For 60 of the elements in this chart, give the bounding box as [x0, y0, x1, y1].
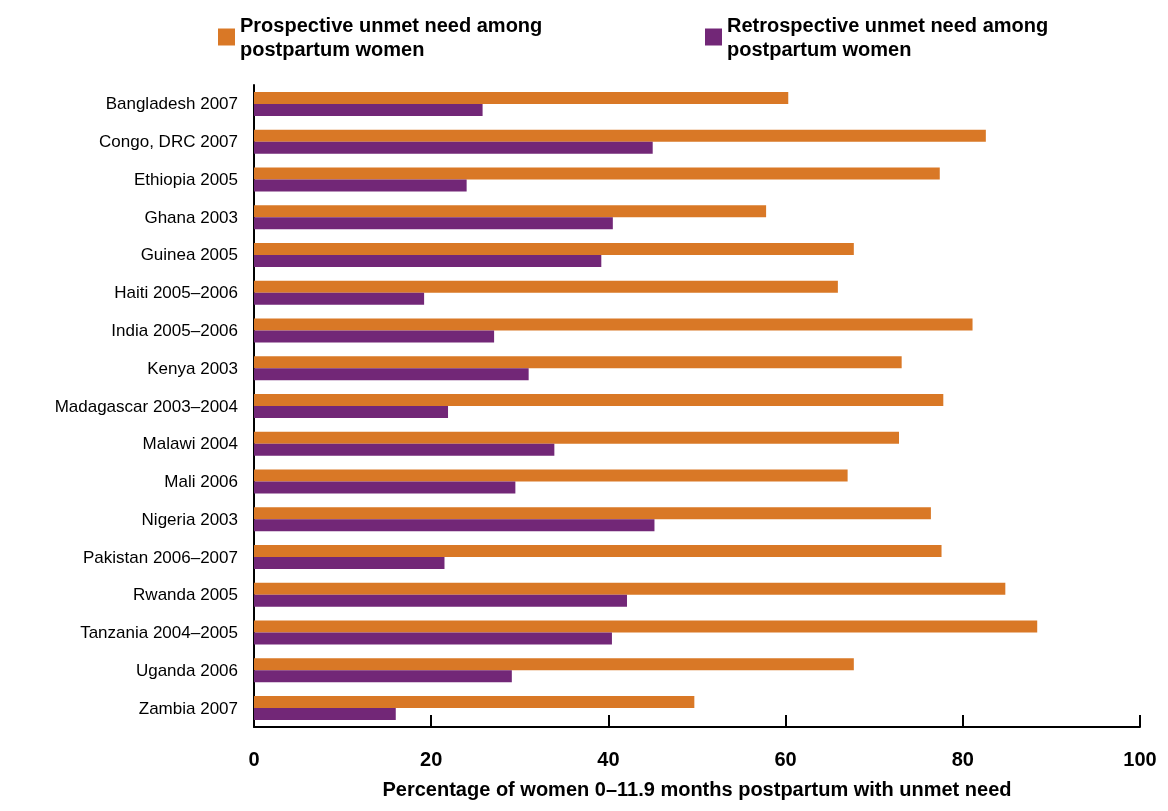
bar [254, 469, 848, 482]
x-tick-label: 100 [1123, 748, 1157, 770]
y-tick-label: Guinea 2005 [140, 245, 238, 265]
bar [254, 431, 900, 444]
legend-label: Retrospective unmet need among postpartum women [727, 14, 1054, 60]
bar [254, 318, 973, 331]
bar [254, 141, 653, 154]
bar [254, 620, 1038, 633]
x-axis-title: Percentage of women 0–11.9 months postpartum with unmet need [382, 778, 1012, 800]
y-tick-label: Tanzania 2004–2005 [80, 623, 238, 643]
bar [254, 658, 854, 671]
x-tick-label: 40 [597, 748, 620, 770]
bar [254, 368, 529, 381]
bar [254, 280, 838, 293]
bar [254, 254, 602, 267]
y-tick-label: Malawi 2004 [142, 434, 238, 454]
y-tick-label: Bangladesh 2007 [105, 94, 238, 114]
y-tick-label: Rwanda 2005 [133, 585, 238, 605]
y-tick-label: Nigeria 2003 [141, 509, 238, 529]
x-tick-label: 0 [248, 748, 260, 770]
x-tick-label: 20 [420, 748, 443, 770]
bar [254, 242, 854, 255]
y-tick-label: Pakistan 2006–2007 [82, 547, 238, 567]
bar [254, 443, 555, 456]
bar [254, 507, 931, 520]
bar [254, 129, 986, 142]
x-tick-label: 80 [951, 748, 974, 770]
y-tick-label: Haiti 2005–2006 [114, 283, 238, 303]
bar [254, 167, 940, 180]
bar [254, 557, 445, 570]
y-tick-label: Ethiopia 2005 [134, 169, 238, 189]
bar [254, 632, 612, 645]
x-tick-label: 60 [774, 748, 797, 770]
bar [254, 103, 483, 116]
y-tick-label: Zambia 2007 [138, 698, 238, 718]
y-tick-label: Madagascar 2003–2004 [54, 396, 238, 416]
bar [254, 179, 467, 192]
bar [254, 330, 495, 343]
bar [254, 519, 655, 532]
bar [254, 205, 767, 218]
y-tick-label: Uganda 2006 [135, 660, 238, 680]
y-tick-label: Congo, DRC 2007 [99, 132, 238, 152]
legend-label: Prospective unmet need among postpartum women [240, 14, 548, 60]
bar [254, 594, 628, 607]
bar [254, 356, 902, 369]
bar [254, 91, 789, 104]
bar [254, 217, 613, 230]
bar [254, 481, 516, 494]
bar [254, 708, 396, 721]
y-tick-label: Kenya 2003 [147, 358, 238, 378]
bar [254, 545, 942, 558]
y-tick-label: Ghana 2003 [144, 207, 238, 227]
bar [254, 670, 512, 683]
bar [254, 582, 1006, 595]
bar [254, 292, 425, 305]
y-tick-label: India 2005–2006 [111, 320, 238, 340]
bar [254, 394, 944, 406]
bar [254, 696, 695, 709]
y-tick-label: Mali 2006 [164, 472, 238, 492]
bar [254, 406, 449, 418]
